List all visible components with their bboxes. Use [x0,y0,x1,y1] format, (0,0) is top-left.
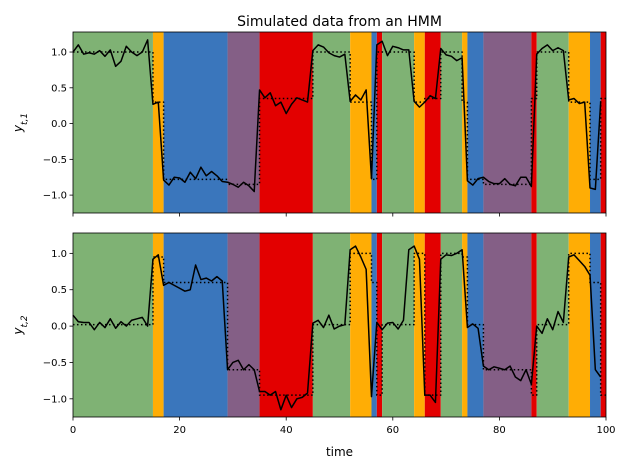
state-segment [414,32,425,213]
state-segment [600,32,606,213]
observed-series-line [72,245,602,411]
x-tick-label: 40 [280,425,293,436]
x-tick-label: 80 [493,425,506,436]
state-segment [259,233,313,417]
state-segment [590,233,601,417]
observed-series-line [72,39,602,193]
state-segment [73,32,153,213]
y-tick-label: −0.5 [43,155,67,166]
state-segment [440,32,463,213]
y-tick-label: 0.0 [51,322,67,333]
state-segment [424,32,441,213]
mean-series-line [73,51,606,186]
x-axis-label: time [326,445,353,459]
state-segment [568,233,591,417]
axes-frame [72,232,607,418]
y-axis-label: yt,2 [11,315,30,335]
x-tick-label: 20 [173,425,186,436]
state-segment [483,32,532,213]
x-tick-label: 100 [596,425,615,436]
y-tick-label: 0.5 [51,83,67,94]
y-axis-label: yt,1 [11,113,30,133]
state-segment [371,233,377,417]
state-segment [350,32,372,213]
state-segment [483,233,532,417]
state-segment [163,32,228,213]
state-segment [536,233,569,417]
state-segment [536,32,569,213]
chart-title: Simulated data from an HMM [237,14,442,30]
state-segment [152,32,164,213]
y-tick-label: −1.0 [43,394,67,405]
state-segment [531,233,537,417]
state-segment [152,233,164,417]
state-segment [440,233,463,417]
y-tick-label: −1.0 [43,191,67,202]
state-segment [227,233,260,417]
x-tick-label: 0 [70,425,76,436]
state-segment [163,233,228,417]
state-segment [414,233,425,417]
state-segment [312,32,351,213]
y-tick-label: 0.5 [51,285,67,296]
state-segment [467,32,484,213]
state-segment [590,32,601,213]
state-segment [382,32,415,213]
y-tick-label: −0.5 [43,358,67,369]
state-segment [462,233,468,417]
panel-top: −1.0 −0.5 0.0 0.5 1.0 yt,1 [11,31,607,217]
y-tick-label: 0.0 [51,119,67,130]
y-tick-label: 1.0 [51,249,67,260]
state-segment [376,32,383,213]
state-segment [259,32,313,213]
mean-series-line [73,252,606,396]
x-tick-label: 60 [386,425,399,436]
axes-frame [72,31,607,214]
state-segment [568,32,591,213]
panel-bottom: 0 20 40 60 80 100 −1.0 −0.5 0.0 0.5 1.0 yt,2 [11,232,616,436]
state-segment [600,233,606,417]
y-tick-label: 1.0 [51,48,67,59]
